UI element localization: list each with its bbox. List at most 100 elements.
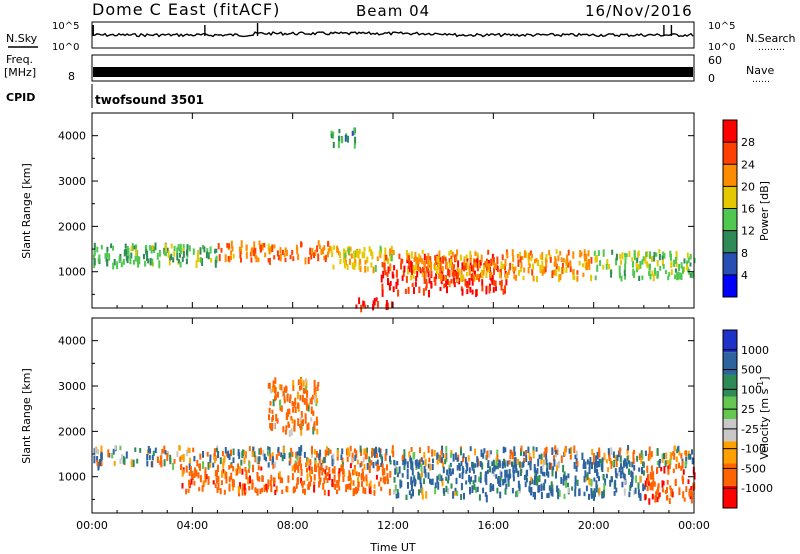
echo-cell <box>673 452 676 460</box>
echo-cell <box>330 130 333 137</box>
echo-cell <box>461 262 464 270</box>
echo-cell <box>216 487 219 494</box>
echo-cell <box>111 453 114 459</box>
echo-cell <box>203 246 206 253</box>
echo-cell <box>440 450 443 455</box>
echo-cell <box>540 453 543 460</box>
echo-cell <box>382 476 385 483</box>
echo-cell <box>691 272 694 279</box>
echo-cell <box>221 451 224 457</box>
echo-cell <box>598 476 600 482</box>
echo-cell <box>113 461 116 466</box>
echo-cell <box>596 451 599 460</box>
echo-cell <box>354 259 357 266</box>
echo-cell <box>531 254 534 259</box>
echo-cell <box>615 459 618 467</box>
echo-cell <box>650 473 653 480</box>
echo-cell <box>627 460 630 465</box>
echo-cell <box>583 459 585 465</box>
echo-cell <box>427 463 430 469</box>
echo-cell <box>300 378 303 383</box>
echo-cell <box>473 483 476 490</box>
echo-cell <box>436 475 439 484</box>
echo-cell <box>228 476 231 483</box>
echo-cell <box>277 254 280 261</box>
echo-cell <box>491 253 494 259</box>
echo-cell <box>172 463 175 470</box>
echo-cell <box>672 468 675 474</box>
echo-cell <box>349 246 352 252</box>
station-title: Dome C East (fitACF) <box>92 0 280 19</box>
echo-cell <box>386 302 389 310</box>
echo-cell <box>230 240 233 249</box>
echo-cell <box>240 257 242 263</box>
echo-cell <box>306 404 308 411</box>
echo-cell <box>649 274 652 280</box>
date-title: 16/Nov/2016 <box>585 2 693 20</box>
echo-cell <box>322 482 325 490</box>
echo-cell <box>482 487 485 494</box>
echo-cell <box>574 488 577 497</box>
echo-cell <box>590 487 593 493</box>
echo-cell <box>304 416 307 424</box>
echo-cell <box>593 477 596 482</box>
echo-cell <box>474 262 477 268</box>
echo-cell <box>300 468 303 476</box>
echo-cell <box>383 254 386 262</box>
echo-cell <box>355 486 357 495</box>
echo-cell <box>501 254 504 261</box>
echo-cell <box>452 273 455 282</box>
echo-cell <box>502 288 505 295</box>
echo-cell <box>412 452 415 460</box>
echo-cell <box>477 273 480 279</box>
echo-cell <box>333 245 336 250</box>
echo-cell <box>349 483 352 491</box>
echo-cell <box>214 260 217 268</box>
echo-cell <box>661 259 664 266</box>
echo-cell <box>368 456 371 463</box>
echo-cell <box>299 448 302 456</box>
echo-cell <box>658 249 661 254</box>
echo-cell <box>406 461 409 469</box>
echo-cell <box>281 454 284 462</box>
echo-cell <box>529 480 532 486</box>
echo-cell <box>509 473 512 479</box>
echo-cell <box>590 491 593 497</box>
echo-cell <box>281 249 284 255</box>
echo-cell <box>348 473 351 481</box>
echo-cell <box>217 482 220 491</box>
echo-cell <box>186 249 188 256</box>
echo-cell <box>307 256 310 264</box>
echo-cell <box>368 465 371 473</box>
echo-cell <box>188 245 191 252</box>
echo-cell <box>294 397 297 406</box>
echo-cell <box>358 264 361 270</box>
echo-cell <box>410 251 413 259</box>
echo-cell <box>388 283 391 291</box>
echo-cell <box>383 262 386 271</box>
echo-cell <box>469 260 472 268</box>
echo-cell <box>520 262 523 269</box>
echo-cell <box>648 498 651 505</box>
echo-cell <box>562 258 565 263</box>
echo-cell <box>394 468 397 475</box>
echo-cell <box>271 244 274 253</box>
echo-cell <box>658 460 661 468</box>
echo-cell <box>304 413 307 418</box>
colorbar-tick-label: -100 <box>741 443 766 456</box>
echo-cell <box>440 475 443 482</box>
echo-cell <box>498 271 501 278</box>
echo-cell <box>628 250 631 258</box>
echo-cell <box>690 499 693 504</box>
echo-cell <box>490 258 493 266</box>
echo-cell <box>498 480 501 486</box>
echo-cell <box>392 450 395 458</box>
echo-cell <box>394 463 397 469</box>
echo-cell <box>421 258 424 265</box>
echo-cell <box>293 424 296 432</box>
echo-cell <box>338 474 341 482</box>
echo-cell <box>686 264 689 270</box>
echo-cell <box>457 260 460 268</box>
echo-cell <box>572 269 575 275</box>
echo-cell <box>151 258 154 266</box>
